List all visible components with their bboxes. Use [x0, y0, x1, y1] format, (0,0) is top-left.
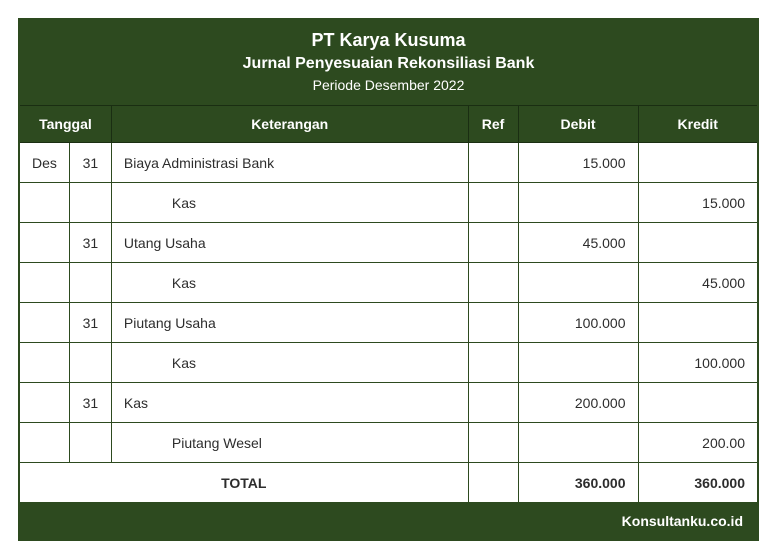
total-debit: 360.000	[518, 463, 638, 503]
cell-debit: 45.000	[518, 223, 638, 263]
total-row: TOTAL 360.000 360.000	[19, 463, 758, 503]
footer-row: Konsultanku.co.id	[19, 503, 758, 541]
cell-debit: 15.000	[518, 143, 638, 183]
cell-ref	[468, 223, 518, 263]
cell-debit	[518, 183, 638, 223]
cell-month	[19, 263, 69, 303]
cell-debit	[518, 263, 638, 303]
table-row: 31Piutang Usaha 100.000	[19, 303, 758, 343]
table-row: Piutang Wesel 200.00	[19, 423, 758, 463]
cell-day: 31	[69, 303, 111, 343]
col-ref: Ref	[468, 106, 518, 143]
cell-month	[19, 423, 69, 463]
cell-description: Kas	[111, 183, 468, 223]
cell-ref	[468, 423, 518, 463]
cell-kredit	[638, 383, 758, 423]
table-row: 31Kas 200.000	[19, 383, 758, 423]
cell-day	[69, 183, 111, 223]
cell-debit: 200.000	[518, 383, 638, 423]
col-kredit: Kredit	[638, 106, 758, 143]
cell-month	[19, 343, 69, 383]
cell-kredit	[638, 303, 758, 343]
cell-day: 31	[69, 383, 111, 423]
cell-month	[19, 303, 69, 343]
total-ref	[468, 463, 518, 503]
cell-day	[69, 343, 111, 383]
cell-description: Utang Usaha	[111, 223, 468, 263]
company-name: PT Karya Kusuma	[28, 30, 749, 51]
table-row: Kas 45.000	[19, 263, 758, 303]
column-header-row: Tanggal Keterangan Ref Debit Kredit	[19, 106, 758, 143]
journal-body: Des31Biaya Administrasi Bank15.000Kas15.…	[19, 143, 758, 463]
cell-debit	[518, 343, 638, 383]
cell-ref	[468, 303, 518, 343]
cell-description: Biaya Administrasi Bank	[111, 143, 468, 183]
col-tanggal: Tanggal	[19, 106, 111, 143]
table-row: Des31Biaya Administrasi Bank 15.000	[19, 143, 758, 183]
cell-kredit	[638, 143, 758, 183]
report-period: Periode Desember 2022	[28, 77, 749, 93]
total-kredit: 360.000	[638, 463, 758, 503]
col-debit: Debit	[518, 106, 638, 143]
cell-day	[69, 423, 111, 463]
cell-ref	[468, 343, 518, 383]
report-title: Jurnal Penyesuaian Rekonsiliasi Bank	[28, 55, 749, 73]
cell-day: 31	[69, 223, 111, 263]
cell-kredit: 200.00	[638, 423, 758, 463]
cell-day	[69, 263, 111, 303]
cell-ref	[468, 263, 518, 303]
cell-description: Kas	[111, 383, 468, 423]
journal-table: PT Karya Kusuma Jurnal Penyesuaian Rekon…	[18, 18, 759, 541]
table-row: 31Utang Usaha 45.000	[19, 223, 758, 263]
cell-kredit: 15.000	[638, 183, 758, 223]
cell-ref	[468, 183, 518, 223]
table-row: Kas 15.000	[19, 183, 758, 223]
col-keterangan: Keterangan	[111, 106, 468, 143]
cell-description: Piutang Usaha	[111, 303, 468, 343]
cell-ref	[468, 143, 518, 183]
cell-debit	[518, 423, 638, 463]
cell-kredit: 100.000	[638, 343, 758, 383]
cell-month: Des	[19, 143, 69, 183]
cell-day: 31	[69, 143, 111, 183]
cell-month	[19, 223, 69, 263]
footer-brand: Konsultanku.co.id	[19, 503, 758, 541]
cell-description: Piutang Wesel	[111, 423, 468, 463]
cell-month	[19, 383, 69, 423]
table-row: Kas 100.000	[19, 343, 758, 383]
cell-debit: 100.000	[518, 303, 638, 343]
cell-description: Kas	[111, 343, 468, 383]
cell-description: Kas	[111, 263, 468, 303]
total-label: TOTAL	[19, 463, 468, 503]
cell-kredit	[638, 223, 758, 263]
cell-month	[19, 183, 69, 223]
report-header: PT Karya Kusuma Jurnal Penyesuaian Rekon…	[19, 19, 758, 106]
cell-kredit: 45.000	[638, 263, 758, 303]
cell-ref	[468, 383, 518, 423]
